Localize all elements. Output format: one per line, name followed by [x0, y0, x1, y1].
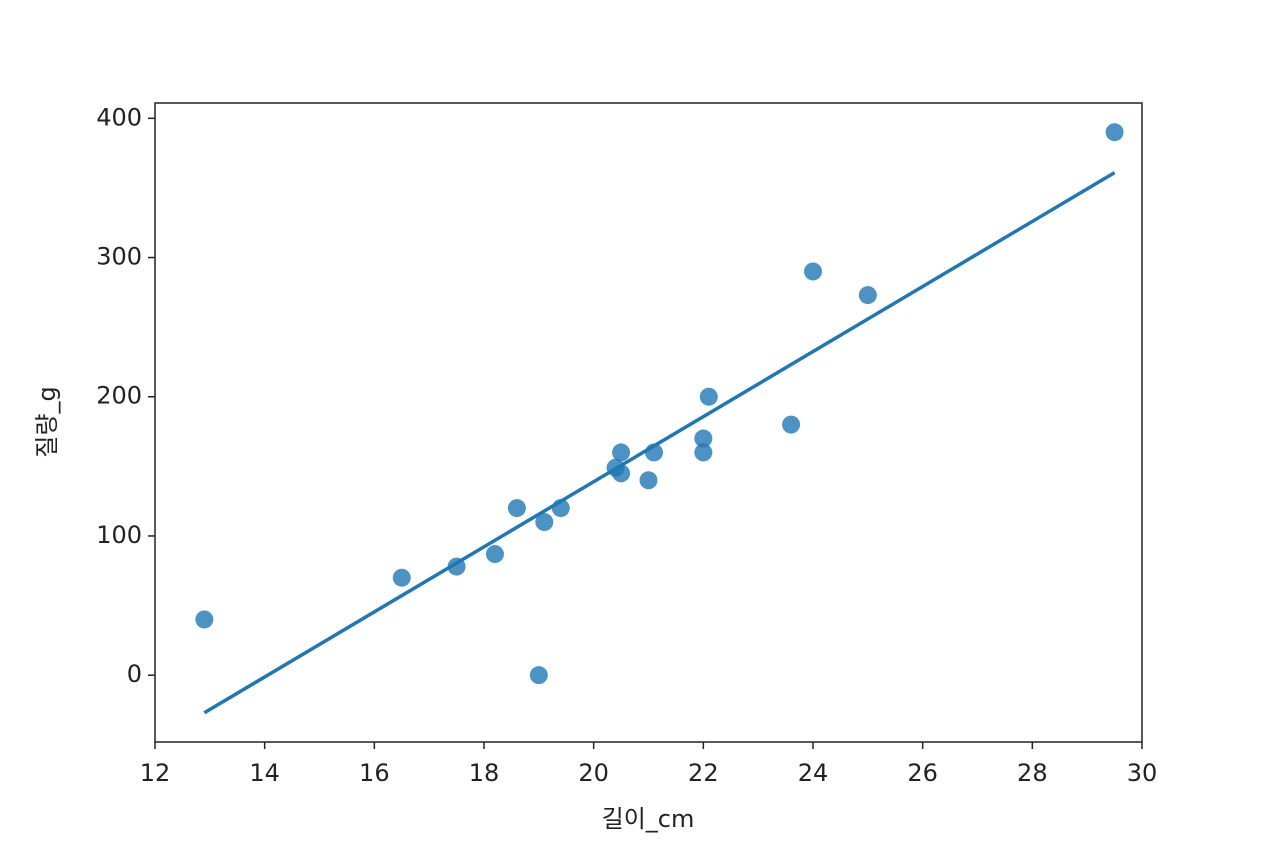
data-point	[195, 610, 214, 629]
plot-frame	[154, 102, 1143, 743]
x-tick-label: 14	[249, 759, 280, 787]
y-tick-label: 400	[96, 103, 142, 131]
x-tick-label: 24	[798, 759, 829, 787]
y-tick-label: 300	[96, 243, 142, 271]
x-tick-label: 16	[359, 759, 390, 787]
data-point	[535, 513, 554, 532]
y-axis-label: 질량_g	[33, 386, 61, 457]
y-tick-label: 200	[96, 382, 142, 410]
data-point	[485, 545, 504, 564]
x-tick-label: 28	[1017, 759, 1048, 787]
data-point	[447, 557, 466, 576]
data-point	[699, 387, 718, 406]
data-point	[804, 262, 822, 281]
data-point	[529, 666, 548, 685]
data-point	[1105, 123, 1124, 142]
x-tick-label: 30	[1127, 759, 1158, 787]
y-tick-label: 0	[127, 660, 142, 688]
x-tick-label: 18	[469, 759, 500, 787]
x-tick-label: 12	[140, 759, 171, 787]
data-point	[639, 471, 658, 490]
data-point	[644, 443, 663, 462]
fit-line	[203, 171, 1116, 715]
data-point	[507, 499, 526, 518]
data-point	[782, 415, 801, 434]
x-axis-label: 길이_cm	[602, 805, 695, 833]
x-tick-label: 20	[578, 759, 609, 787]
x-tick-label: 26	[907, 759, 938, 787]
data-point	[612, 443, 631, 462]
data-point	[551, 499, 570, 518]
data-point	[612, 464, 631, 483]
x-tick-label: 22	[688, 759, 719, 787]
data-point	[392, 568, 411, 587]
data-point	[694, 429, 713, 448]
y-tick-label: 100	[96, 521, 142, 549]
data-point	[694, 443, 713, 462]
data-point	[858, 286, 877, 305]
